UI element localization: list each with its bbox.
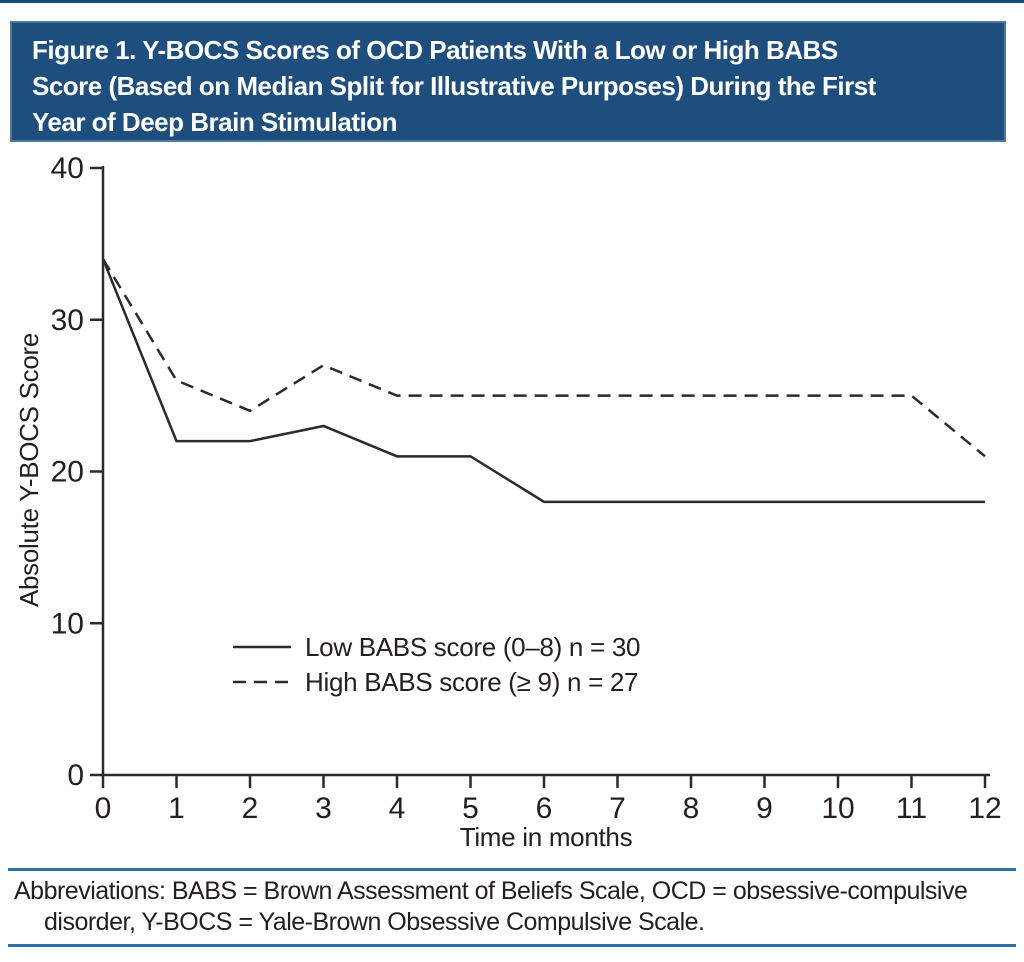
- figure-title-line-2: Score (Based on Median Split for Illustr…: [32, 71, 876, 101]
- x-tick-label: 2: [242, 792, 259, 825]
- series-solid-line: [101, 258, 985, 504]
- legend-label-high-babs: High BABS score (≥ 9) n = 27: [305, 667, 638, 697]
- figure-title-line-3: Year of Deep Brain Stimulation: [32, 107, 397, 137]
- abbreviations-top-rule: [8, 868, 1016, 871]
- x-tick-label: 9: [756, 792, 773, 825]
- y-tick-label: 20: [51, 456, 84, 489]
- abbreviations-note: Abbreviations: BABS = Brown Assessment o…: [14, 876, 1016, 938]
- data-series: [101, 258, 986, 504]
- y-tick-label: 10: [51, 607, 84, 640]
- y-tick-label: 30: [51, 304, 84, 337]
- x-tick-label: 11: [896, 792, 927, 825]
- series-dashed-line: [101, 258, 986, 458]
- legend-label-low-babs: Low BABS score (0–8) n = 30: [305, 632, 640, 662]
- x-axis-ticks: 0 1 2 3 4 5 6 7 8 9 10 11 12: [95, 775, 1002, 825]
- abbreviations-line-2: disorder, Y-BOCS = Yale-Brown Obsessive …: [44, 908, 705, 936]
- figure-title-bar: Figure 1. Y-BOCS Scores of OCD Patients …: [10, 21, 1006, 142]
- abbreviations-bottom-rule: [8, 944, 1016, 947]
- y-axis-title: Absolute Y-BOCS Score: [14, 333, 44, 607]
- x-tick-label: 1: [168, 792, 185, 825]
- y-tick-label: 40: [51, 152, 84, 185]
- legend: Low BABS score (0–8) n = 30 High BABS sc…: [233, 632, 640, 697]
- x-tick-label: 3: [315, 792, 332, 825]
- x-tick-label: 0: [95, 792, 112, 825]
- x-tick-label: 10: [821, 792, 854, 825]
- x-tick-label: 6: [536, 792, 553, 825]
- x-tick-label: 5: [462, 792, 479, 825]
- x-axis-title: Time in months: [460, 822, 633, 852]
- x-tick-label: 8: [683, 792, 700, 825]
- top-rule: [0, 0, 1024, 3]
- x-tick-label: 7: [609, 792, 626, 825]
- figure-title-line-1: Figure 1. Y-BOCS Scores of OCD Patients …: [32, 35, 838, 65]
- x-tick-label: 4: [389, 792, 406, 825]
- y-tick-label: 0: [67, 759, 84, 792]
- x-tick-label: 12: [968, 792, 1001, 825]
- abbreviations-line-1: Abbreviations: BABS = Brown Assessment o…: [14, 877, 968, 905]
- y-axis-ticks: 0 10 20 30 40: [51, 152, 102, 792]
